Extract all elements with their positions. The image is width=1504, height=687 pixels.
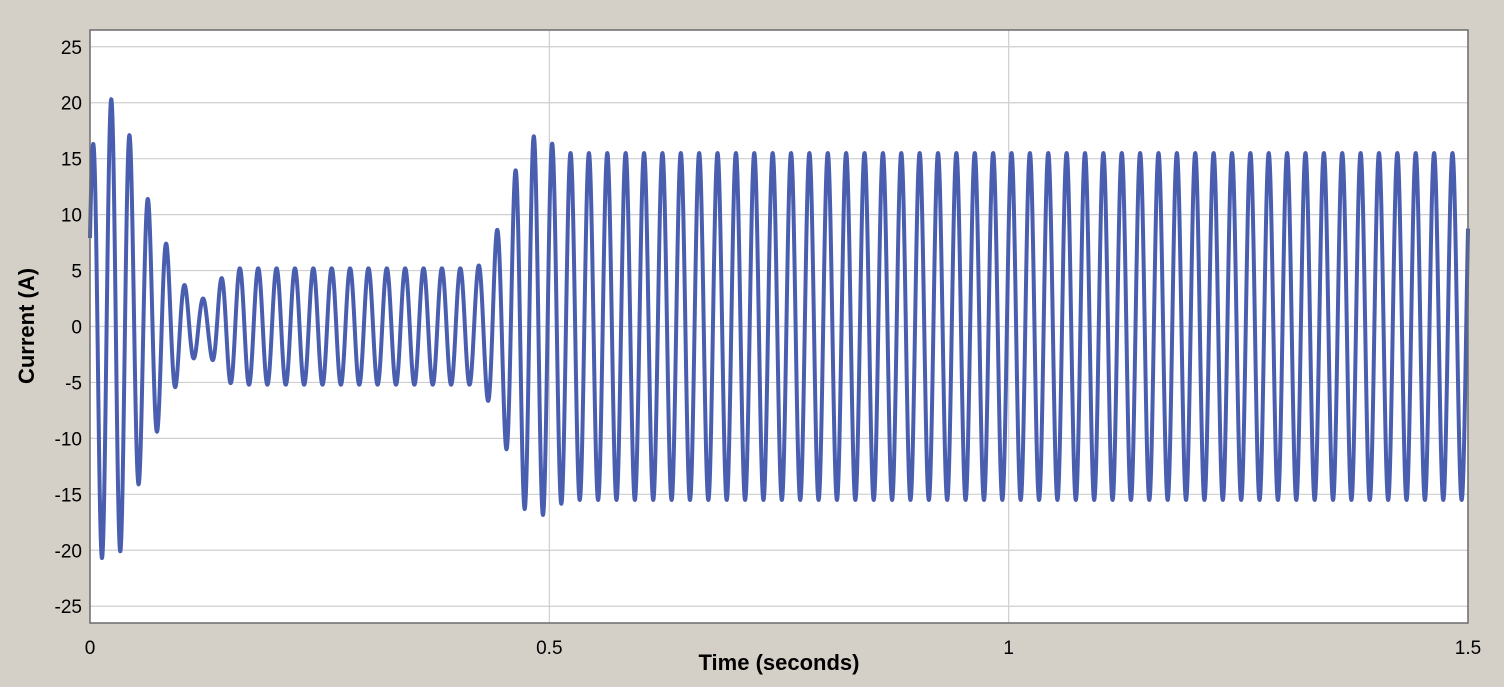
x-tick-label: 1 <box>1003 638 1014 659</box>
y-tick-label: -5 <box>65 373 82 394</box>
y-tick-label: 10 <box>61 206 82 227</box>
current-waveform <box>88 97 1470 561</box>
y-axis-title: Current (A) <box>14 268 39 384</box>
y-tick-label: 15 <box>61 150 82 171</box>
x-tick-label: 1.5 <box>1455 638 1481 659</box>
y-tick-label: -25 <box>55 597 82 618</box>
y-tick-label: -20 <box>55 541 82 562</box>
y-tick-label: 5 <box>71 262 82 283</box>
x-tick-label: 0 <box>85 638 96 659</box>
y-tick-label: 25 <box>61 38 82 59</box>
x-tick-label: 0.5 <box>536 638 562 659</box>
y-tick-label: 20 <box>61 94 82 115</box>
y-tick-label: -15 <box>55 485 82 506</box>
y-tick-label: 0 <box>71 318 82 339</box>
grid-lines <box>90 30 1469 623</box>
y-tick-label: -10 <box>55 429 82 450</box>
x-axis-title: Time (seconds) <box>699 650 860 675</box>
plot-frame <box>89 29 1469 624</box>
